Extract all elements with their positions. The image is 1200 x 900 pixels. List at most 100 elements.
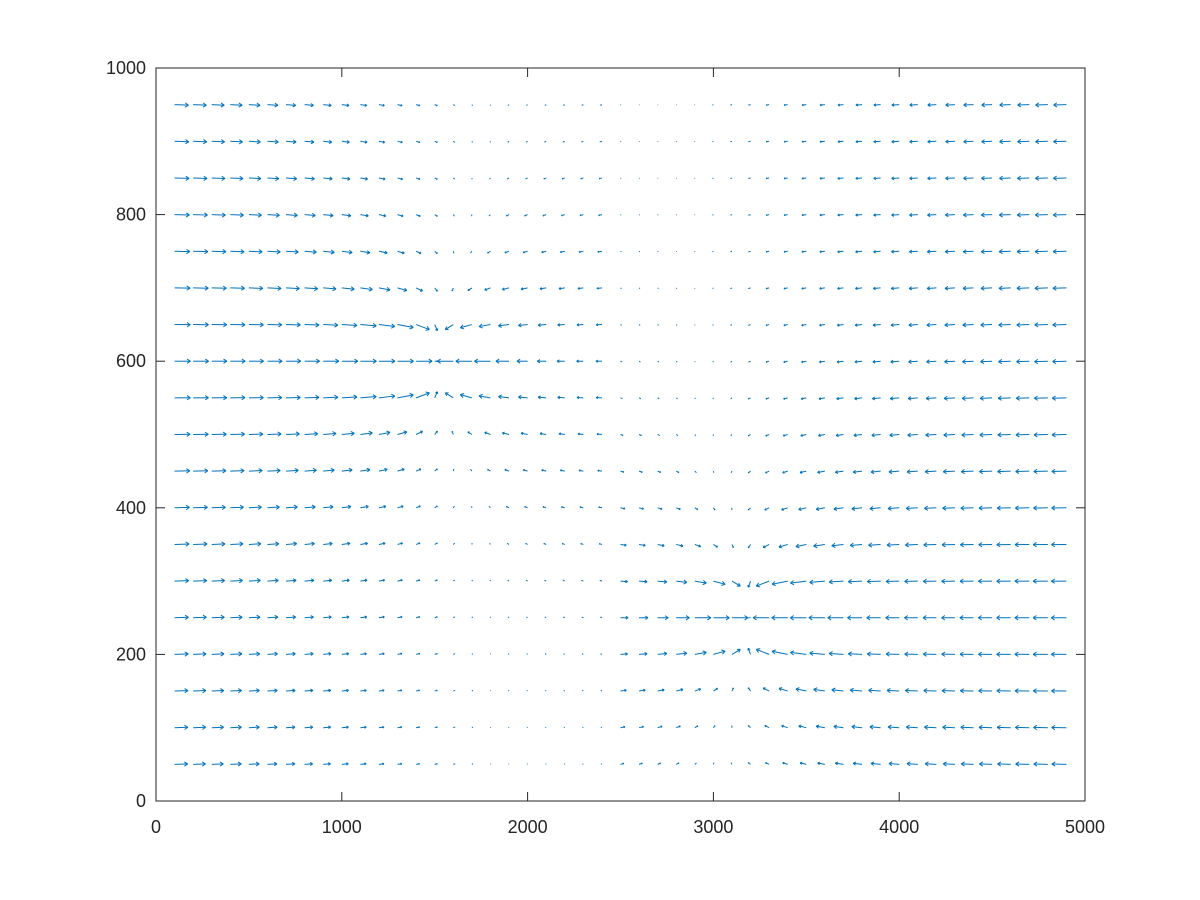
quiver-arrow	[657, 579, 668, 584]
quiver-arrow	[1032, 542, 1048, 548]
quiver-arrow	[304, 467, 317, 474]
quiver-arrow	[747, 724, 751, 729]
quiver-arrow	[267, 541, 280, 547]
quiver-arrow	[434, 616, 438, 619]
quiver-arrow	[1015, 468, 1030, 475]
quiver-arrow	[193, 248, 209, 255]
quiver-arrow	[230, 688, 242, 694]
quiver-arrow	[452, 468, 455, 472]
quiver-arrow	[304, 322, 320, 328]
quiver-arrow	[868, 687, 881, 693]
quiver-arrow	[755, 648, 770, 655]
quiver-arrow	[599, 140, 603, 143]
quiver-arrow	[962, 359, 974, 365]
quiver-arrow	[378, 213, 387, 218]
quiver-arrow	[712, 250, 714, 253]
quiver-arrow	[890, 359, 900, 364]
quiver-arrow	[855, 176, 863, 180]
quiver-arrow	[415, 214, 421, 218]
quiver-arrow	[978, 688, 993, 694]
quiver-arrow	[415, 177, 421, 181]
quiver-arrow	[577, 286, 584, 290]
quiver-arrow	[416, 652, 421, 655]
quiver-arrow	[909, 249, 918, 254]
quiver-arrow	[960, 761, 974, 767]
quiver-arrow	[397, 177, 403, 181]
x-tick-label: 2000	[508, 817, 548, 837]
quiver-arrow	[941, 651, 955, 657]
quiver-arrow	[397, 358, 414, 364]
quiver-arrow	[765, 470, 770, 474]
quiver-arrow	[304, 762, 313, 766]
quiver-arrow	[998, 358, 1011, 365]
quiver-arrow	[639, 651, 648, 656]
quiver-arrow	[800, 397, 807, 401]
quiver-arrow	[1051, 724, 1067, 731]
quiver-arrow	[267, 102, 279, 108]
quiver-arrow	[323, 688, 332, 693]
quiver-arrow	[323, 139, 332, 144]
quiver-arrow	[360, 504, 369, 509]
quiver-arrow	[434, 391, 439, 399]
quiver-arrow	[522, 468, 528, 472]
quiver-arrow	[1050, 615, 1067, 621]
quiver-arrow	[304, 285, 319, 292]
quiver-arrow	[1035, 102, 1048, 108]
x-tick-label: 5000	[1065, 817, 1105, 837]
quiver-arrow	[537, 359, 547, 364]
quiver-arrow	[524, 505, 528, 509]
quiver-arrow	[747, 544, 751, 549]
quiver-arrow	[304, 176, 315, 181]
quiver-arrow	[542, 214, 547, 217]
quiver-arrow	[927, 102, 937, 108]
quiver-arrow	[174, 102, 189, 108]
quiver-arrow	[730, 360, 733, 363]
quiver-arrow	[795, 687, 807, 692]
quiver-arrow	[193, 578, 208, 584]
quiver-arrow	[961, 432, 974, 438]
y-tick-label: 400	[116, 498, 146, 518]
quiver-arrow	[174, 651, 189, 657]
quiver-arrow	[487, 468, 491, 472]
quiver-arrow	[360, 213, 369, 218]
quiver-arrow	[872, 323, 881, 327]
quiver-arrow	[730, 470, 733, 474]
quiver-arrow	[267, 212, 280, 218]
quiver-arrow	[286, 358, 302, 364]
quiver-arrow	[905, 505, 918, 511]
quiver-arrow	[942, 505, 955, 511]
quiver-arrow	[323, 651, 332, 656]
quiver-arrow	[783, 360, 788, 364]
quiver-arrow	[397, 578, 403, 582]
quiver-arrow	[694, 725, 699, 729]
quiver-arrow	[341, 578, 350, 583]
quiver-arrow	[978, 578, 993, 584]
quiver-arrow	[304, 103, 314, 108]
quiver-arrow	[906, 469, 918, 475]
quiver-arrow	[676, 615, 690, 621]
quiver-arrow	[579, 214, 584, 217]
quiver-arrow	[942, 469, 955, 475]
quiver-arrow	[360, 177, 368, 181]
quiver-arrow	[831, 687, 844, 693]
quiver-arrow	[341, 103, 350, 108]
quiver-arrow	[397, 689, 403, 692]
quiver-arrow	[487, 250, 491, 254]
quiver-arrow	[545, 763, 547, 765]
quiver-arrow	[600, 690, 603, 692]
quiver-arrow	[675, 360, 678, 363]
quiver-arrow	[559, 250, 565, 254]
quiver-arrow	[360, 430, 373, 436]
quiver-arrow	[506, 542, 510, 545]
quiver-arrow	[498, 394, 510, 400]
quiver-arrow	[676, 507, 681, 511]
quiver-arrow	[945, 102, 955, 108]
quiver-arrow	[887, 724, 900, 730]
quiver-arrow	[809, 579, 825, 585]
quiver-arrow	[286, 614, 297, 620]
quiver-arrow	[978, 651, 993, 657]
quiver-arrow	[595, 359, 602, 363]
quiver-arrow	[501, 287, 510, 291]
quiver-arrow	[504, 468, 510, 472]
quiver-arrow	[620, 652, 628, 656]
